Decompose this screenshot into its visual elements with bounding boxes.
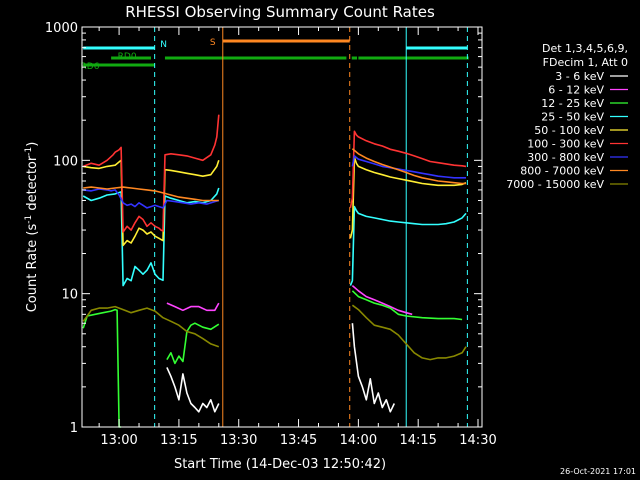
y-axis-label: Count Rate (s-1 detector-1) xyxy=(24,142,40,313)
series-6-12-kev xyxy=(166,284,413,316)
series-line-6-12-kev-0 xyxy=(166,302,220,312)
legend-label-300-800-kev: 300 - 800 keV xyxy=(527,151,604,164)
x-tick-label: 13:00 xyxy=(100,433,137,448)
series-line-12-25-kev-0 xyxy=(82,308,122,428)
flag-label-rd6: RD6 xyxy=(81,62,100,72)
x-tick-label: 14:30 xyxy=(459,433,496,448)
series-line-100-300-kev-1 xyxy=(349,130,467,209)
series-line-12-25-kev-2 xyxy=(351,290,463,321)
series-lines xyxy=(82,114,467,428)
x-tick-label: 14:00 xyxy=(340,433,377,448)
series-line-7000-15000-kev-1 xyxy=(351,304,467,361)
x-tick-label: 13:30 xyxy=(220,433,257,448)
legend-label-50-100-kev: 50 - 100 keV xyxy=(534,124,604,137)
series-line-800-7000-kev-1 xyxy=(351,148,466,185)
x-axis-label: Start Time (14-Dec-03 12:50:42) xyxy=(174,457,386,472)
series-100-300-kev xyxy=(82,114,467,233)
legend-header-line-1: Det 1,3,4,5,6,9, xyxy=(542,42,628,55)
chart-title: RHESSI Observing Summary Count Rates xyxy=(125,3,435,21)
series-line-100-300-kev-0 xyxy=(82,114,220,233)
y-tick-label: 10 xyxy=(61,288,78,303)
legend-label-7000-15000-kev: 7000 - 15000 keV xyxy=(506,178,604,191)
legend-label-800-7000-kev: 800 - 7000 keV xyxy=(520,165,604,178)
x-tick-label: 14:15 xyxy=(399,433,436,448)
series-line-25-50-kev-1 xyxy=(349,205,467,286)
series-line-3-6-kev-1 xyxy=(351,323,396,413)
legend-label-6-12-kev: 6 - 12 keV xyxy=(548,84,604,97)
legend: Det 1,3,4,5,6,9, FDecim 1, Att 0 3 - 6 k… xyxy=(506,42,628,191)
series-line-3-6-kev-0 xyxy=(166,367,220,413)
legend-label-100-300-kev: 100 - 300 keV xyxy=(527,138,604,151)
flag-label-n: N xyxy=(160,40,167,50)
legend-header-line-2: FDecim 1, Att 0 xyxy=(543,56,628,69)
x-tick-label: 13:45 xyxy=(280,433,317,448)
series-line-50-100-kev-0 xyxy=(83,159,220,247)
series-50-100-kev xyxy=(83,156,467,247)
series-3-6-kev xyxy=(166,323,396,413)
flag-label-s: S xyxy=(210,38,216,48)
x-axis-ticks: 13:00 13:15 13:30 13:45 14:00 14:15 14:30 xyxy=(98,27,497,448)
series-line-300-800-kev-0 xyxy=(83,188,220,209)
plot-frame xyxy=(81,26,483,428)
series-line-300-800-kev-1 xyxy=(351,155,466,179)
y-tick-label: 1 xyxy=(70,421,78,436)
legend-label-12-25-kev: 12 - 25 keV xyxy=(541,97,604,110)
flag-label-rd0: RD0 xyxy=(118,52,137,62)
series-800-7000-kev xyxy=(83,148,466,202)
series-line-800-7000-kev-0 xyxy=(83,186,219,202)
legend-label-25-50-kev: 25 - 50 keV xyxy=(541,111,604,124)
series-300-800-kev xyxy=(83,155,466,209)
legend-label-3-6-kev: 3 - 6 keV xyxy=(555,70,604,83)
timestamp: 26-Oct-2021 17:01 xyxy=(560,467,636,476)
y-tick-label: 1000 xyxy=(45,21,78,36)
series-7000-15000-kev xyxy=(82,304,467,361)
x-tick-label: 13:15 xyxy=(160,433,197,448)
series-line-7000-15000-kev-0 xyxy=(82,305,220,348)
y-axis-ticks: 1 10 100 1000 xyxy=(45,21,482,436)
y-tick-label: 100 xyxy=(53,154,78,169)
flag-bars: N S RD0 RD6 xyxy=(81,38,469,72)
series-line-50-100-kev-1 xyxy=(349,156,467,239)
series-line-6-12-kev-1 xyxy=(351,284,413,316)
